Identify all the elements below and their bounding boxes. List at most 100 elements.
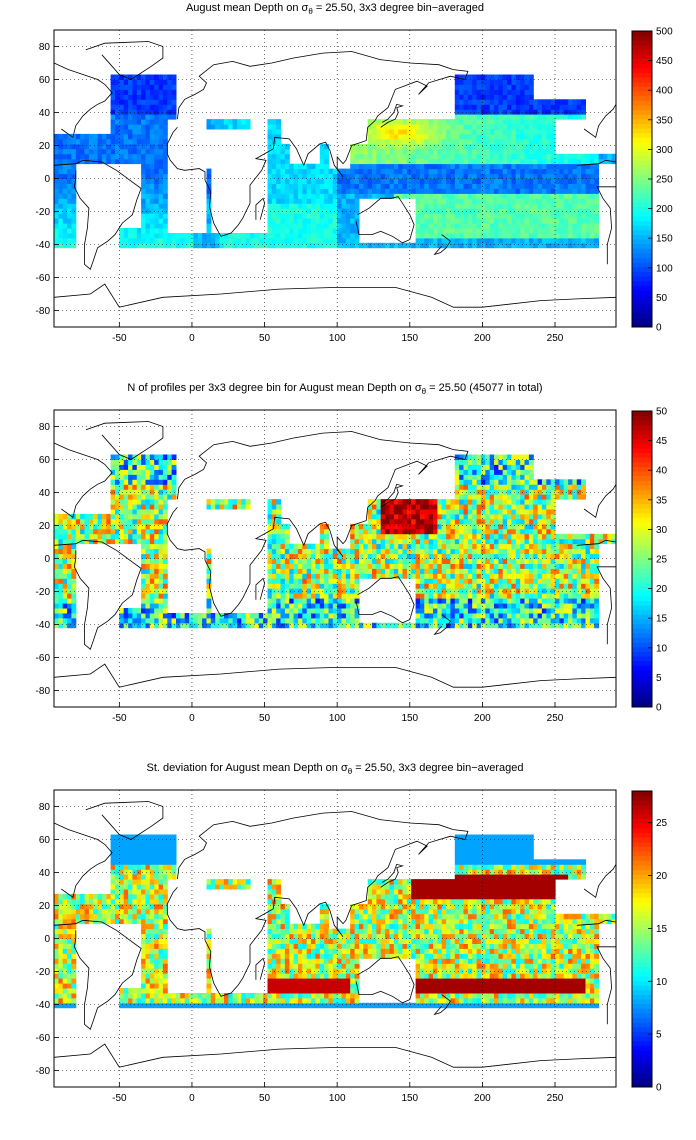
bin-cell — [302, 213, 308, 219]
bin-cell — [145, 138, 151, 145]
bin-cell — [350, 188, 356, 194]
bin-cell — [502, 223, 508, 229]
bin-cell — [420, 198, 425, 204]
bin-cell — [498, 104, 504, 110]
bin-cell — [54, 193, 59, 199]
colorbar-tick-label: 100 — [656, 263, 673, 274]
bin-cell — [267, 233, 273, 239]
bin-cell — [454, 124, 460, 130]
bin-cell — [528, 119, 534, 125]
bin-cell — [402, 124, 408, 130]
bin-cell — [202, 242, 207, 249]
bin-cell — [480, 153, 486, 160]
bin-cell — [141, 218, 146, 224]
bin-cell — [537, 563, 543, 569]
bin-cell — [541, 603, 547, 609]
bin-cell — [507, 79, 512, 85]
bin-cell — [145, 208, 151, 214]
colorbar-step — [632, 253, 652, 259]
bin-cell — [119, 94, 125, 100]
bin-cell — [206, 573, 212, 579]
bin-cell — [128, 459, 133, 465]
bin-cell — [280, 622, 286, 629]
bin-cell — [424, 213, 430, 219]
bin-cell — [537, 129, 543, 135]
bin-cell — [424, 593, 430, 599]
bin-cell — [480, 178, 486, 184]
bin-cell — [441, 148, 447, 155]
bin-cell — [110, 504, 116, 510]
bin-cell — [568, 163, 573, 170]
bin-cell — [284, 228, 290, 234]
bin-cell — [123, 89, 129, 95]
bin-cell — [289, 573, 295, 579]
bin-cell — [328, 173, 334, 179]
bin-cell — [498, 94, 504, 100]
bin-cell — [524, 99, 530, 105]
bin-cell — [149, 474, 155, 480]
bin-cell — [110, 474, 116, 480]
bin-cell — [145, 509, 151, 515]
bin-cell — [215, 119, 221, 125]
bin-cell — [376, 622, 382, 629]
bin-cell — [141, 129, 146, 135]
y-tick-label: -40 — [36, 240, 51, 251]
bin-cell — [162, 183, 168, 189]
bin-cell — [420, 173, 425, 179]
bin-cell — [276, 504, 282, 510]
bin-cell — [420, 188, 425, 194]
bin-cell — [498, 613, 504, 619]
bin-cell — [132, 148, 138, 155]
bin-cell — [97, 153, 103, 160]
bin-cell — [228, 242, 234, 249]
bin-cell — [136, 119, 142, 125]
bin-cell — [324, 213, 329, 219]
bin-cell — [376, 163, 382, 170]
bin-cell — [162, 613, 168, 619]
bin-cell — [337, 237, 343, 244]
bin-cell — [559, 99, 565, 105]
bin-cell — [424, 518, 430, 525]
bin-cell — [546, 479, 552, 485]
bin-cell — [450, 218, 456, 224]
bin-cell — [454, 242, 460, 249]
bin-cell — [110, 533, 116, 540]
colorbar-step — [632, 128, 652, 134]
bin-cell — [367, 622, 373, 629]
bin-cell — [428, 583, 434, 589]
bin-cell — [511, 523, 517, 530]
bin-cell — [298, 168, 303, 175]
bin-cell — [149, 163, 155, 170]
bin-cell — [537, 509, 543, 515]
bin-cell — [306, 208, 312, 214]
bin-cell — [319, 563, 325, 569]
bin-cell — [502, 74, 508, 80]
bin-cell — [54, 578, 59, 584]
bin-cell — [515, 533, 521, 540]
bin-cell — [563, 548, 569, 555]
bin-cell — [472, 617, 478, 624]
bin-cell — [463, 138, 469, 145]
bin-cell — [546, 228, 552, 234]
bin-cell — [585, 168, 591, 175]
bin-cell — [289, 593, 295, 599]
bin-cell — [132, 464, 138, 470]
bin-cell — [115, 518, 120, 525]
bin-cell — [189, 237, 194, 244]
bin-cell — [393, 129, 399, 135]
bin-cell — [511, 469, 517, 475]
bin-cell — [463, 89, 469, 95]
bin-cell — [389, 143, 395, 150]
bin-cell — [546, 233, 552, 239]
bin-cell — [328, 588, 334, 594]
bin-cell — [284, 548, 290, 555]
bin-cell — [546, 573, 552, 579]
bin-cell — [210, 499, 216, 505]
bin-cell — [119, 494, 125, 500]
bin-cell — [136, 509, 142, 515]
bin-cell — [149, 173, 155, 179]
bin-cell — [276, 573, 282, 579]
bin-cell — [450, 509, 456, 515]
bin-cell — [459, 518, 465, 525]
bin-cell — [533, 218, 539, 224]
